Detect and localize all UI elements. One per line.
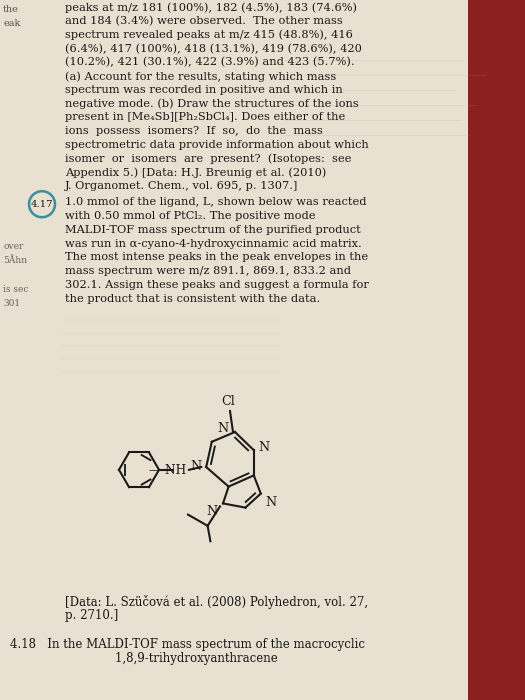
Text: spectrometric data provide information about which: spectrometric data provide information a… — [65, 140, 369, 150]
Text: (a) Account for the results, stating which mass: (a) Account for the results, stating whi… — [65, 71, 336, 82]
Text: J. Organomet. Chem., vol. 695, p. 1307.]: J. Organomet. Chem., vol. 695, p. 1307.] — [65, 181, 298, 191]
Text: — NH: — NH — [149, 464, 186, 477]
Text: peaks at m/z 181 (100%), 182 (4.5%), 183 (74.6%): peaks at m/z 181 (100%), 182 (4.5%), 183… — [65, 2, 357, 13]
Text: negative mode. (b) Draw the structures of the ions: negative mode. (b) Draw the structures o… — [65, 99, 359, 109]
Text: and 184 (3.4%) were observed.  The other mass: and 184 (3.4%) were observed. The other … — [65, 16, 343, 26]
Text: 302.1. Assign these peaks and suggest a formula for: 302.1. Assign these peaks and suggest a … — [65, 280, 369, 290]
Text: N: N — [259, 441, 270, 454]
Text: [Data: L. Szüčová et al. (2008) Polyhedron, vol. 27,: [Data: L. Szüčová et al. (2008) Polyhedr… — [65, 595, 368, 609]
Text: MALDI-TOF mass spectrum of the purified product: MALDI-TOF mass spectrum of the purified … — [65, 225, 361, 235]
Text: the: the — [3, 5, 19, 14]
Text: N: N — [266, 496, 277, 509]
Text: present in [Me₄Sb][Ph₂SbCl₄]. Does either of the: present in [Me₄Sb][Ph₂SbCl₄]. Does eithe… — [65, 113, 345, 122]
Text: with 0.50 mmol of PtCl₂. The positive mode: with 0.50 mmol of PtCl₂. The positive mo… — [65, 211, 316, 221]
Text: eak: eak — [3, 19, 20, 28]
Text: N: N — [218, 422, 229, 435]
Text: (6.4%), 417 (100%), 418 (13.1%), 419 (78.6%), 420: (6.4%), 417 (100%), 418 (13.1%), 419 (78… — [65, 43, 362, 54]
Text: p. 2710.]: p. 2710.] — [65, 609, 118, 622]
Text: was run in α-cyano-4-hydroxycinnamic acid matrix.: was run in α-cyano-4-hydroxycinnamic aci… — [65, 239, 362, 248]
Text: ions  possess  isomers?  If  so,  do  the  mass: ions possess isomers? If so, do the mass — [65, 126, 323, 136]
Text: Cl: Cl — [221, 395, 235, 408]
Text: over: over — [3, 242, 24, 251]
Text: (10.2%), 421 (30.1%), 422 (3.9%) and 423 (5.7%).: (10.2%), 421 (30.1%), 422 (3.9%) and 423… — [65, 57, 354, 67]
Text: 1,8,9-trihydroxyanthracene: 1,8,9-trihydroxyanthracene — [10, 652, 278, 665]
Text: 4.18   In the MALDI-TOF mass spectrum of the macrocyclic: 4.18 In the MALDI-TOF mass spectrum of t… — [10, 638, 365, 651]
Text: 4.17: 4.17 — [31, 200, 53, 209]
Text: Appendix 5.) [Data: H.J. Breunig et al. (2010): Appendix 5.) [Data: H.J. Breunig et al. … — [65, 167, 327, 178]
Text: spectrum was recorded in positive and which in: spectrum was recorded in positive and wh… — [65, 85, 343, 95]
Text: N: N — [207, 505, 218, 519]
Text: the product that is consistent with the data.: the product that is consistent with the … — [65, 294, 320, 304]
Text: N: N — [190, 461, 201, 473]
Text: mass spectrum were m/z 891.1, 869.1, 833.2 and: mass spectrum were m/z 891.1, 869.1, 833… — [65, 266, 351, 276]
Text: isomer  or  isomers  are  present?  (Isotopes:  see: isomer or isomers are present? (Isotopes… — [65, 154, 351, 164]
Text: 1.0 mmol of the ligand, L, shown below was reacted: 1.0 mmol of the ligand, L, shown below w… — [65, 197, 366, 207]
Text: The most intense peaks in the peak envelopes in the: The most intense peaks in the peak envel… — [65, 253, 368, 262]
Text: is sec: is sec — [3, 285, 28, 294]
Bar — [468, 0, 525, 700]
Text: spectrum revealed peaks at m/z 415 (48.8%), 416: spectrum revealed peaks at m/z 415 (48.8… — [65, 29, 353, 40]
Text: 301: 301 — [3, 299, 20, 308]
Text: 5Åhn: 5Åhn — [3, 256, 27, 265]
